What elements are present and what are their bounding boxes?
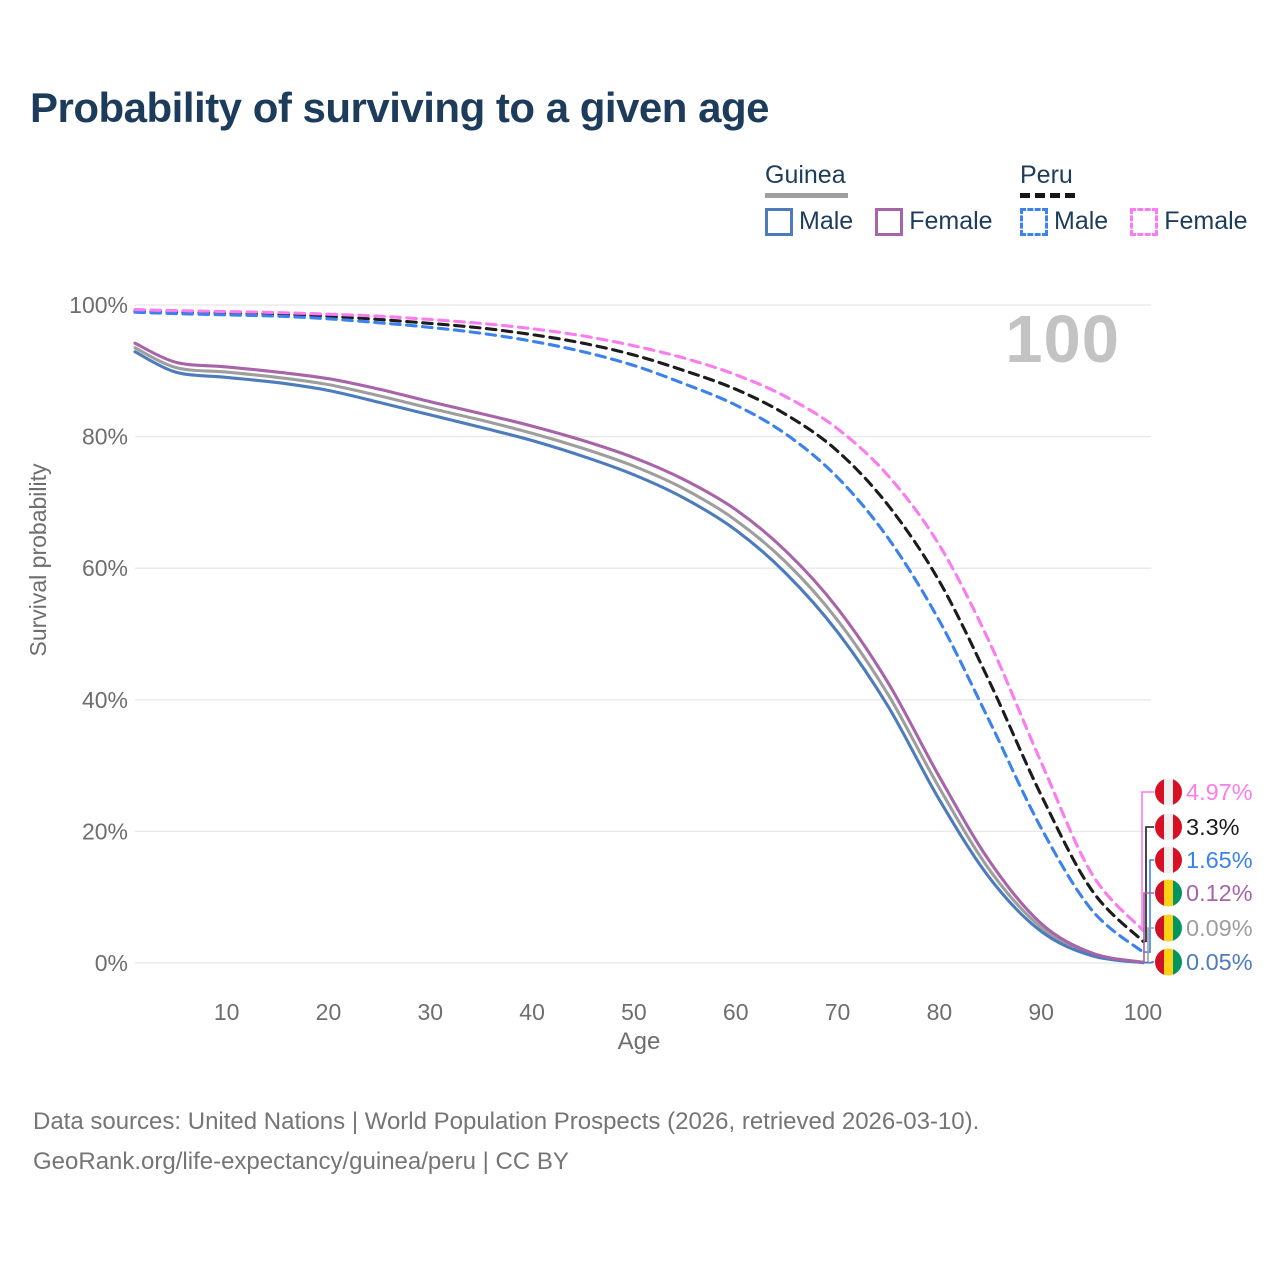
end-value-label-guinea_male: 0.05%	[1186, 949, 1253, 975]
end-value-label-guinea_female: 0.12%	[1186, 880, 1253, 906]
legend-item-label: Male	[799, 207, 854, 235]
legend-item-peru-male[interactable]: Male	[1020, 207, 1108, 236]
watermark-age-100: 100	[1005, 302, 1120, 377]
end-value-label-peru_both: 3.3%	[1186, 814, 1240, 840]
x-tick-100: 100	[1124, 999, 1162, 1025]
y-tick-0: 0%	[95, 950, 128, 976]
x-tick-70: 70	[825, 999, 851, 1025]
end-value-label-peru_female: 4.97%	[1186, 779, 1253, 805]
leader-line-peru_male	[1143, 859, 1154, 953]
guinea-flag-icon	[1155, 948, 1182, 976]
footer-sources-line: Data sources: United Nations | World Pop…	[33, 1108, 980, 1135]
x-tick-90: 90	[1028, 999, 1054, 1025]
data-sources-footer: Data sources: United Nations | World Pop…	[33, 1102, 979, 1182]
guinea-flag-icon	[1155, 914, 1182, 942]
guinea-flag-icon	[1155, 879, 1182, 907]
legend-item-label: Female	[909, 207, 993, 235]
peru-male-line-key-icon	[1020, 207, 1048, 236]
peru-flag-icon	[1155, 846, 1182, 874]
x-tick-40: 40	[519, 999, 545, 1025]
legend-item-label: Male	[1054, 207, 1109, 235]
x-tick-30: 30	[417, 999, 443, 1025]
y-tick-80: 80%	[82, 424, 128, 450]
leader-line-peru_female	[1141, 791, 1154, 932]
series-line-guinea_both[interactable]	[133, 346, 1145, 964]
y-tick-20: 20%	[82, 818, 128, 844]
footer-attribution-line: GeoRank.org/life-expectancy/guinea/peru …	[33, 1148, 569, 1175]
series-line-peru_female[interactable]	[133, 308, 1145, 932]
guinea-female-line-key-icon	[875, 207, 904, 236]
legend-item-guinea-male[interactable]: Male	[765, 207, 853, 236]
legend-country-guinea[interactable]: Guinea	[765, 161, 848, 198]
series-line-guinea_male[interactable]	[133, 350, 1145, 965]
legend-item-peru-female[interactable]: Female	[1130, 207, 1248, 236]
x-tick-20: 20	[316, 999, 342, 1025]
x-tick-60: 60	[723, 999, 749, 1025]
y-tick-60: 60%	[82, 555, 128, 581]
legend-item-label: Female	[1164, 207, 1248, 235]
legend-country-peru[interactable]: Peru	[1020, 161, 1075, 198]
series-line-peru_both[interactable]	[133, 309, 1145, 943]
end-value-label-guinea_both: 0.09%	[1186, 915, 1253, 941]
page-title: Probability of surviving to a given age	[30, 84, 769, 131]
x-tick-80: 80	[927, 999, 953, 1025]
y-axis-title: Survival probability	[25, 463, 51, 657]
peru-female-line-key-icon	[1130, 207, 1159, 236]
series-line-peru_male[interactable]	[133, 310, 1145, 954]
x-tick-10: 10	[214, 999, 240, 1025]
series-line-guinea_female[interactable]	[133, 341, 1145, 964]
legend-item-guinea-female[interactable]: Female	[875, 207, 993, 236]
peru-flag-icon	[1155, 778, 1182, 806]
guinea-male-line-key-icon	[765, 207, 793, 236]
legend-group-guinea: Guinea Male Female	[765, 161, 993, 236]
x-axis-title: Age	[618, 1028, 661, 1055]
leader-line-guinea_male	[1143, 961, 1154, 964]
y-tick-100: 100%	[69, 292, 128, 318]
peru-flag-icon	[1155, 813, 1182, 841]
x-tick-50: 50	[621, 999, 647, 1025]
end-value-label-peru_male: 1.65%	[1186, 847, 1253, 873]
y-tick-40: 40%	[82, 687, 128, 713]
legend-group-peru: Peru Male Female	[1020, 161, 1248, 236]
